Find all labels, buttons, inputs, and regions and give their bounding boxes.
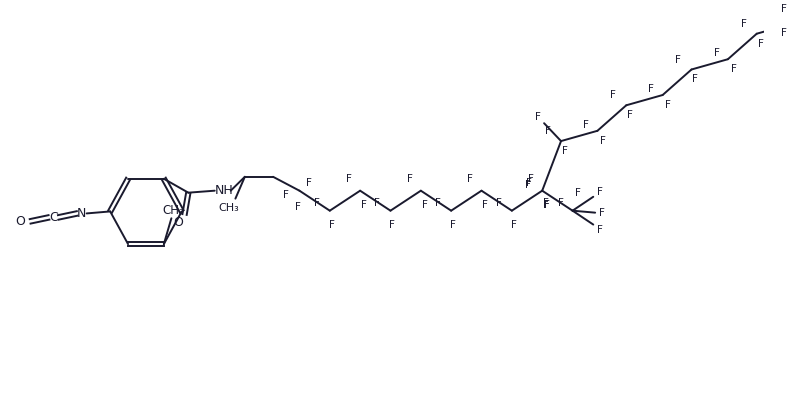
Text: F: F — [435, 198, 441, 208]
Text: F: F — [757, 39, 763, 49]
Text: F: F — [676, 55, 681, 65]
Text: F: F — [483, 200, 488, 209]
Text: F: F — [361, 200, 367, 209]
Text: F: F — [526, 178, 532, 188]
Text: F: F — [731, 64, 736, 74]
Text: F: F — [693, 75, 698, 85]
Text: F: F — [544, 200, 550, 209]
Text: F: F — [649, 84, 654, 94]
Text: F: F — [583, 120, 589, 130]
Text: F: F — [714, 48, 719, 58]
Text: F: F — [781, 28, 787, 38]
Text: F: F — [406, 174, 413, 184]
Text: NH: NH — [215, 184, 234, 197]
Text: N: N — [77, 207, 87, 220]
Text: F: F — [575, 188, 581, 198]
Text: F: F — [496, 198, 502, 208]
Text: CH₃: CH₃ — [218, 203, 239, 213]
Text: F: F — [467, 174, 473, 184]
Text: F: F — [528, 174, 534, 184]
Text: F: F — [665, 100, 672, 110]
Text: F: F — [599, 207, 605, 218]
Text: F: F — [600, 136, 606, 146]
Text: F: F — [740, 19, 746, 29]
Text: F: F — [328, 219, 335, 229]
Text: F: F — [450, 219, 456, 229]
Text: F: F — [543, 198, 549, 207]
Text: F: F — [346, 174, 352, 184]
Text: F: F — [558, 198, 564, 208]
Text: F: F — [610, 90, 616, 101]
Text: F: F — [597, 225, 603, 235]
Text: F: F — [422, 200, 427, 209]
Text: F: F — [389, 219, 395, 229]
Text: C: C — [49, 211, 58, 224]
Text: F: F — [306, 178, 311, 188]
Text: F: F — [562, 146, 568, 156]
Text: F: F — [543, 200, 549, 209]
Text: F: F — [781, 4, 787, 14]
Text: O: O — [173, 216, 183, 229]
Text: F: F — [294, 201, 301, 211]
Text: F: F — [283, 190, 290, 200]
Text: F: F — [511, 219, 517, 229]
Text: O: O — [15, 215, 24, 228]
Text: F: F — [375, 198, 380, 208]
Text: CH₃: CH₃ — [162, 204, 184, 217]
Text: F: F — [545, 126, 551, 136]
Text: F: F — [597, 187, 603, 197]
Text: F: F — [627, 110, 633, 120]
Text: F: F — [535, 112, 542, 122]
Text: F: F — [314, 198, 320, 208]
Text: F: F — [526, 180, 531, 190]
